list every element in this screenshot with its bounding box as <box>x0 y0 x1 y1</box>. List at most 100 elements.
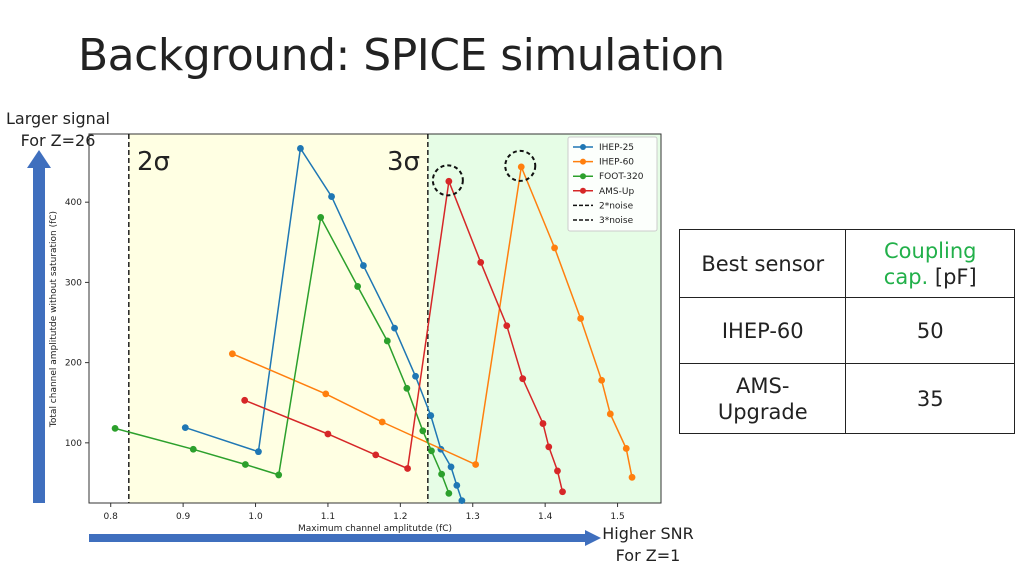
data-point <box>545 443 553 451</box>
legend-label: AMS-Up <box>599 187 634 197</box>
data-point <box>445 177 453 185</box>
data-point <box>539 420 547 427</box>
legend-label: IHEP-60 <box>599 158 634 168</box>
data-point <box>472 461 480 468</box>
x-axis-note: Higher SNR For Z=1 <box>592 523 704 567</box>
y-tick-label: 400 <box>65 198 82 208</box>
page-title: Background: SPICE simulation <box>78 30 725 81</box>
data-point <box>189 445 197 453</box>
data-point <box>419 427 427 435</box>
table-row: AMS- Upgrade 35 <box>678 363 1015 434</box>
data-point <box>383 337 391 345</box>
row-sensor: AMS- Upgrade <box>678 363 847 434</box>
legend-box <box>567 136 658 232</box>
header-best-sensor: Best sensor <box>678 229 847 298</box>
data-point <box>445 489 453 497</box>
data-point <box>447 463 455 471</box>
region-2sigma <box>128 134 428 503</box>
x-tick-label: 1.0 <box>248 512 263 522</box>
data-point <box>453 481 461 489</box>
plot-frame <box>88 133 662 504</box>
x-axis-label: Maximum channel amplitutde (fC) <box>298 524 452 534</box>
data-point <box>228 350 236 358</box>
data-point <box>551 244 558 252</box>
data-point <box>255 448 262 456</box>
data-point <box>428 447 435 455</box>
data-point <box>322 390 330 398</box>
highlight-circle <box>504 149 537 182</box>
x-note-line1: Higher SNR <box>602 524 694 543</box>
data-point <box>598 376 606 384</box>
table-header-row: Best sensor Coupling cap. [pF] <box>678 229 1015 298</box>
y-arrow-head <box>27 150 51 168</box>
x-arrow-shaft <box>89 534 587 542</box>
data-point <box>360 262 367 269</box>
data-point <box>181 424 189 431</box>
legend-label: FOOT-320 <box>599 172 644 182</box>
series-line <box>114 215 450 494</box>
data-point <box>241 396 249 404</box>
legend-marker <box>580 144 586 150</box>
data-point <box>372 451 380 459</box>
data-point <box>275 471 283 479</box>
legend-label: 3*noise <box>599 216 634 226</box>
x-tick-label: 1.2 <box>393 512 407 522</box>
data-point <box>111 424 119 432</box>
row-value: 50 <box>845 297 1015 364</box>
x-arrow-head <box>585 530 601 546</box>
data-point <box>554 467 561 475</box>
data-point <box>519 375 527 383</box>
data-point <box>354 283 362 290</box>
x-note-line2: For Z=1 <box>615 546 681 565</box>
data-point <box>577 315 585 322</box>
row-sensor: IHEP-60 <box>678 297 847 364</box>
data-point <box>297 145 304 152</box>
series-line <box>244 178 564 492</box>
data-point <box>391 324 398 332</box>
y-note-line2: For Z=26 <box>20 131 96 150</box>
data-point <box>404 465 411 472</box>
y-arrow-shaft <box>33 166 45 503</box>
highlight-circle <box>431 164 464 197</box>
data-point <box>559 488 566 496</box>
sensor-table: Best sensor Coupling cap. [pF] IHEP-60 5… <box>678 229 1015 434</box>
sigma2-label: 2σ <box>137 147 170 177</box>
data-point <box>328 193 335 200</box>
data-point <box>427 412 435 419</box>
legend-marker <box>580 187 586 194</box>
header-coupling-highlight: Coupling <box>884 238 977 263</box>
data-point <box>317 214 325 221</box>
data-point <box>241 461 249 468</box>
table-row: IHEP-60 50 <box>678 297 1015 364</box>
y-note-line1: Larger signal <box>5 109 110 128</box>
y-axis-label: Total channel amplitutde without saturat… <box>49 211 59 428</box>
y-tick-label: 100 <box>65 439 82 449</box>
header-coupling-highlight-2: cap. <box>883 264 929 289</box>
data-point <box>622 445 630 452</box>
data-point <box>412 372 419 380</box>
x-tick-label: 0.8 <box>104 512 119 522</box>
legend-marker <box>580 173 586 180</box>
data-point <box>438 470 446 478</box>
data-point <box>517 163 525 171</box>
data-point <box>458 497 466 504</box>
y-axis-note: Larger signal For Z=26 <box>0 108 116 152</box>
legend-label: 2*noise <box>599 201 634 211</box>
data-point <box>606 410 614 418</box>
header-coupling-cap: Coupling cap. [pF] <box>845 229 1015 298</box>
legend-label: IHEP-25 <box>599 143 634 153</box>
data-point <box>503 322 511 330</box>
y-tick-label: 300 <box>65 278 82 288</box>
row-value: 35 <box>845 363 1015 434</box>
x-tick-label: 1.3 <box>466 512 480 522</box>
legend-marker <box>580 158 586 165</box>
header-coupling-unit: [pF] <box>934 264 977 289</box>
data-point <box>628 473 636 481</box>
x-tick-label: 0.9 <box>176 512 191 522</box>
data-point <box>378 418 386 426</box>
data-point <box>403 384 411 392</box>
x-tick-label: 1.5 <box>610 512 624 522</box>
data-point <box>477 258 485 266</box>
y-tick-label: 200 <box>65 359 82 369</box>
